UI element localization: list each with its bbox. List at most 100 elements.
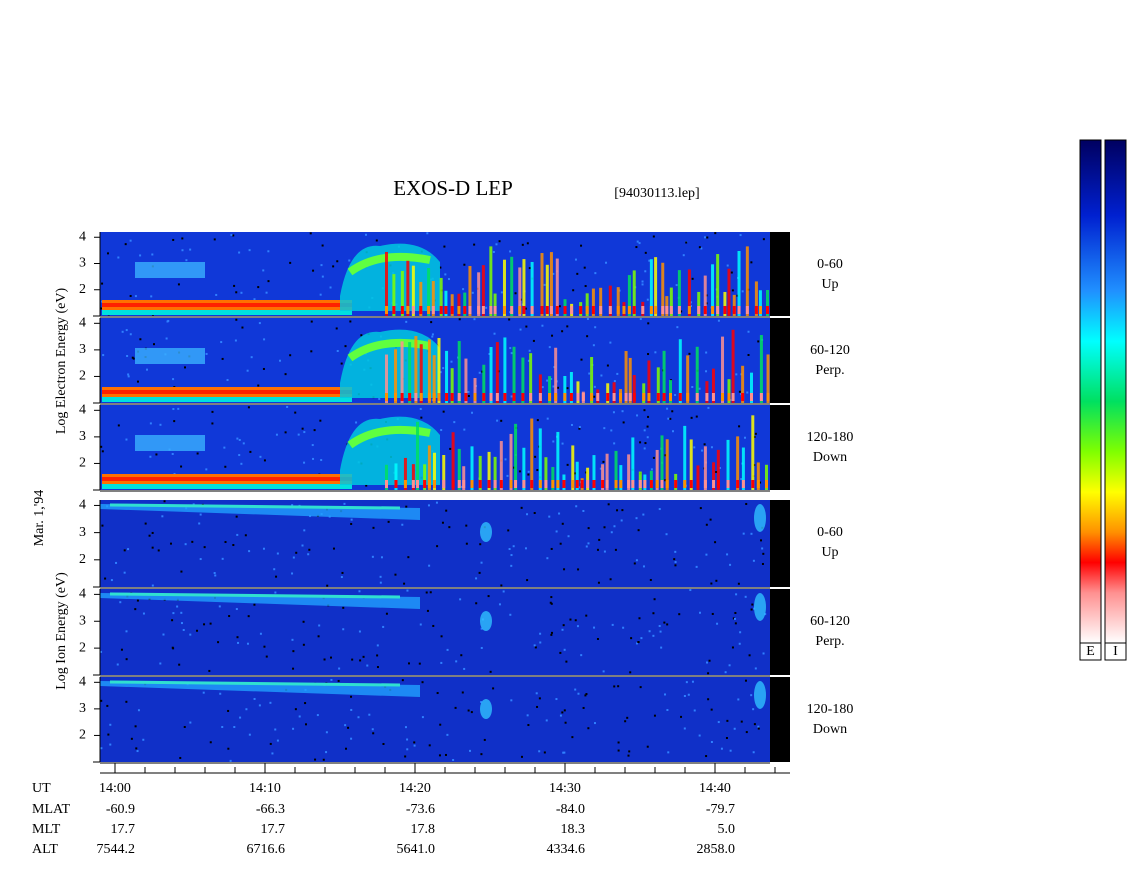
spike [737,250,741,316]
spectrogram-panel [100,677,790,762]
noise [572,289,575,292]
noise [322,758,325,761]
noise [336,260,339,263]
noise [232,234,235,237]
noise [536,469,539,472]
noise [401,679,404,682]
pitch-range-label: 0-60 [817,525,843,540]
noise [593,722,596,725]
noise [125,700,128,703]
noise [275,433,278,436]
spike-core [669,393,673,401]
noise [244,534,247,537]
noise [736,294,739,297]
noise [130,737,133,740]
noise [421,716,424,719]
spike [765,289,769,316]
noise [546,417,549,420]
spike-core [437,393,441,401]
noise [221,557,224,560]
spike-core [581,393,585,401]
noise [117,256,120,259]
noise [123,549,126,552]
noise [680,715,683,718]
noise [176,605,179,608]
noise [253,603,256,606]
noise [110,579,113,582]
noise [259,455,262,458]
spike [741,447,745,490]
spike [647,360,651,403]
spike [432,355,436,403]
spike [703,446,707,490]
noise [626,716,629,719]
noise [413,744,416,747]
noise [690,416,693,419]
noise [527,473,530,476]
spike-core [548,393,552,401]
noise [109,723,112,726]
dispersion-blob [135,262,205,278]
noise [532,339,535,342]
noise [498,240,501,243]
spike-core [457,306,461,314]
noise [432,624,435,627]
noise [561,330,564,333]
noise [714,541,717,544]
spike-core [732,306,736,314]
spike [756,462,760,490]
noise [238,454,241,457]
noise [426,609,429,612]
spike-core [654,306,658,314]
spike-core [432,480,436,488]
noise [566,463,569,466]
noise [294,411,297,414]
noise [276,739,279,742]
direction-label: Perp. [815,634,844,649]
noise [738,642,741,645]
spike [495,342,499,403]
spike-core [592,480,596,488]
spike-core [463,306,467,314]
noise [106,252,109,255]
y-tick-label: 3 [79,701,86,716]
noise [428,744,431,747]
spike-core [759,393,763,401]
noise [691,385,694,388]
noise [577,692,580,695]
noise [274,728,277,731]
noise [587,527,590,530]
data-gap [770,405,790,490]
noise [460,654,463,657]
noise [358,630,361,633]
noise [405,505,408,508]
spike [711,368,715,403]
colorbar-e [1079,139,1102,644]
noise [332,265,335,268]
noise [341,571,344,574]
noise [674,550,677,553]
noise [506,474,509,477]
noise [752,559,755,562]
noise [635,517,638,520]
spike [632,374,636,403]
noise [526,242,529,245]
noise [357,716,360,719]
spike-core [481,306,485,314]
noise [685,681,688,684]
direction-label: Up [821,545,838,560]
noise [652,634,655,637]
noise [312,269,315,272]
noise [710,740,713,743]
noise [698,246,701,249]
noise [368,713,371,716]
noise [548,346,551,349]
spike [411,265,415,316]
spike [457,448,461,490]
noise [524,307,527,310]
noise [365,484,368,487]
ephemeris-value: 4334.6 [547,842,586,857]
spike [477,272,481,316]
ephemeris-value: 7544.2 [97,842,136,857]
spike [470,446,474,490]
